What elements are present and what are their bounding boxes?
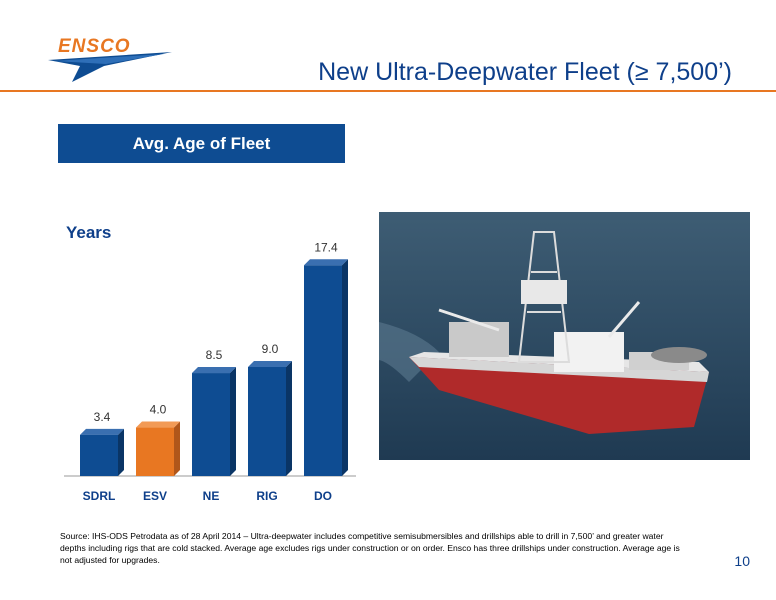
page-number: 10 [734,553,750,569]
tick-label-ne: NE [203,489,220,503]
bar-esv [136,427,174,476]
age-bar-chart: Years 3.4 SDRL 4.0 ESV 8.5 NE 9.0 RIG 17.4 DO [56,210,366,510]
tick-label-rig: RIG [256,489,277,503]
data-label-ne: 8.5 [206,348,223,362]
bar-rig [248,367,286,476]
ensco-logo: ENSCO [44,36,174,84]
bar-top-rig [248,361,292,367]
drillship-image [379,212,750,460]
bar-top-sdrl [80,428,124,435]
bar-top-ne [192,367,236,374]
bar-sdrl [80,434,118,476]
y-axis-label: Years [66,223,111,242]
data-label-do: 17.4 [314,240,338,254]
logo-swoosh-icon [48,52,172,82]
bar-ne [192,373,230,476]
bar-do [304,265,342,476]
tick-label-sdrl: SDRL [83,489,116,503]
drillship-photo [379,212,750,460]
page-title: New Ultra-Deepwater Fleet (≥ 7,500’) [318,58,732,86]
bar-side-sdrl [118,428,124,476]
bar-top-esv [136,421,180,428]
bar-side-esv [174,421,180,476]
bar-top-do [304,259,348,266]
chart-canvas: Years 3.4 SDRL 4.0 ESV 8.5 NE 9.0 RIG 17.4 DO [64,223,356,503]
tick-label-esv: ESV [143,489,167,503]
tick-label-do: DO [314,489,332,503]
data-label-esv: 4.0 [150,403,167,417]
data-label-sdrl: 3.4 [94,410,111,424]
title-divider [0,90,776,92]
bar-side-ne [230,367,236,476]
section-heading: Avg. Age of Fleet [58,124,345,163]
bar-side-rig [286,361,292,476]
bar-side-do [342,259,348,476]
source-footnote: Source: IHS-ODS Petrodata as of 28 April… [60,531,680,565]
data-label-rig: 9.0 [262,342,279,356]
logo-text: ENSCO [58,36,131,57]
